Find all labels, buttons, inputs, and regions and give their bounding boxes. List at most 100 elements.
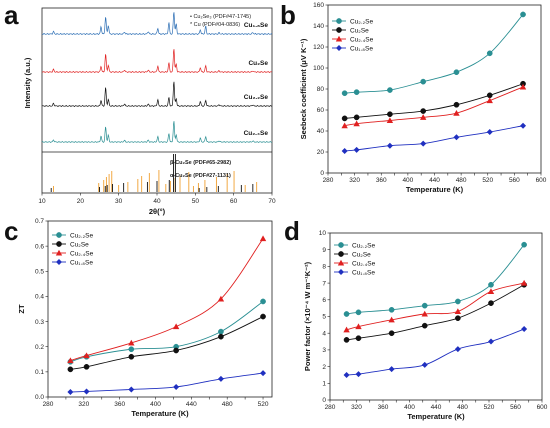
data-point bbox=[487, 338, 494, 345]
y-tick-label: 4 bbox=[322, 330, 326, 337]
x-tick-label: 280 bbox=[43, 401, 54, 408]
data-point bbox=[67, 366, 74, 373]
x-tick-label: 320 bbox=[349, 177, 360, 184]
x-tick-label: 440 bbox=[186, 401, 197, 408]
x-tick-label: 400 bbox=[404, 404, 415, 411]
x-tick-label: 480 bbox=[457, 404, 468, 411]
legend-label: Cu₂.₄Se bbox=[350, 36, 374, 43]
y-tick-label: 0 bbox=[322, 397, 326, 404]
legend-marker bbox=[338, 269, 344, 275]
data-point bbox=[386, 142, 393, 149]
data-point bbox=[453, 109, 460, 116]
series-line bbox=[346, 284, 525, 341]
legend-marker bbox=[56, 259, 62, 265]
data-point bbox=[486, 92, 493, 99]
x-tick-label: 560 bbox=[510, 404, 521, 411]
data-point bbox=[488, 281, 494, 288]
data-point bbox=[217, 375, 224, 382]
data-point bbox=[387, 87, 393, 93]
y-tick-label: 20 bbox=[317, 149, 325, 156]
data-point bbox=[128, 353, 135, 360]
series-line bbox=[70, 372, 264, 393]
xrd-panel: • Cu₂Se₃ (PDF#47-1745) * Cu (PDF#04-0836)… bbox=[23, 7, 276, 216]
data-point bbox=[486, 50, 493, 57]
panel-letter-a: a bbox=[4, 0, 19, 30]
pattern-label: Cu₁.₈Se bbox=[244, 22, 269, 29]
x-tick-label: 440 bbox=[431, 404, 442, 411]
y-tick-label: 5 bbox=[322, 314, 326, 321]
data-point bbox=[217, 295, 225, 302]
x-tick-label: 320 bbox=[78, 401, 89, 408]
data-point bbox=[260, 313, 266, 320]
data-point bbox=[420, 78, 427, 85]
data-point bbox=[453, 134, 460, 141]
y-tick-label: 0.0 bbox=[35, 394, 44, 401]
data-point bbox=[83, 363, 90, 370]
data-point bbox=[454, 308, 462, 315]
x-tick-label: 560 bbox=[509, 177, 520, 184]
data-point bbox=[388, 316, 395, 323]
y-tick-label: 140 bbox=[313, 23, 324, 30]
y-tick-label: 6 bbox=[322, 297, 326, 304]
data-point bbox=[128, 346, 135, 353]
panel-letter-c: c bbox=[4, 216, 18, 246]
data-point bbox=[259, 235, 267, 242]
data-point bbox=[173, 383, 180, 390]
x-axis-label: Temperature (K) bbox=[131, 409, 189, 418]
series-line bbox=[70, 316, 264, 370]
x-tick-label: 520 bbox=[484, 404, 495, 411]
x-tick-label: 600 bbox=[536, 177, 547, 184]
data-point bbox=[343, 371, 350, 378]
reference-label-alpha: α-Cu₂Se (PDF#27-1131) bbox=[170, 173, 231, 179]
x-tick-label: 70 bbox=[268, 198, 276, 205]
y-tick-label: 0.1 bbox=[35, 369, 44, 376]
legend-label: Cu₂.₂Se bbox=[350, 18, 373, 25]
data-point bbox=[355, 335, 362, 342]
series-line bbox=[346, 282, 525, 331]
legend-label: Cu₂Se bbox=[70, 241, 89, 248]
y-tick-label: 60 bbox=[317, 107, 325, 114]
series-line bbox=[344, 83, 524, 119]
series-line bbox=[344, 125, 524, 152]
legend-label: Cu₂Se bbox=[352, 251, 371, 258]
data-point bbox=[260, 370, 267, 377]
series-line bbox=[344, 14, 524, 94]
data-point bbox=[353, 146, 360, 153]
data-point bbox=[67, 388, 74, 395]
data-point bbox=[421, 361, 428, 368]
data-point bbox=[128, 386, 135, 393]
x-tick-label: 320 bbox=[351, 404, 362, 411]
data-point bbox=[455, 315, 461, 322]
series-line bbox=[346, 244, 525, 315]
y-axis-label: Intensity (a.u.) bbox=[23, 57, 32, 108]
data-point bbox=[453, 69, 460, 76]
data-point bbox=[521, 241, 527, 248]
xrd-pattern bbox=[41, 12, 273, 36]
x-tick-label: 20 bbox=[77, 198, 85, 205]
x-tick-label: 60 bbox=[230, 198, 238, 205]
data-point bbox=[520, 122, 527, 129]
legend-label: Cu₁.₈Se bbox=[350, 45, 373, 52]
data-point bbox=[355, 323, 362, 330]
data-point bbox=[520, 279, 528, 286]
series-line bbox=[70, 301, 264, 363]
data-point bbox=[521, 326, 528, 333]
data-point bbox=[388, 366, 395, 373]
plot-frame bbox=[47, 220, 273, 398]
y-axis-label: Seebeck coefficient (μV K⁻¹) bbox=[299, 38, 308, 139]
y-tick-label: 100 bbox=[313, 65, 324, 72]
y-tick-label: 0.6 bbox=[35, 243, 44, 250]
y-tick-label: 9 bbox=[322, 247, 326, 254]
data-point bbox=[260, 298, 266, 305]
x-tick-label: 520 bbox=[482, 177, 493, 184]
data-point bbox=[67, 357, 74, 364]
data-point bbox=[343, 337, 350, 343]
data-point bbox=[341, 147, 348, 154]
y-tick-label: 0.7 bbox=[35, 218, 44, 225]
x-axis-label: Temperature (K) bbox=[407, 412, 465, 421]
xrd-pattern bbox=[41, 81, 272, 107]
data-point bbox=[488, 300, 494, 306]
data-point bbox=[387, 111, 393, 118]
legend-marker bbox=[338, 242, 344, 248]
